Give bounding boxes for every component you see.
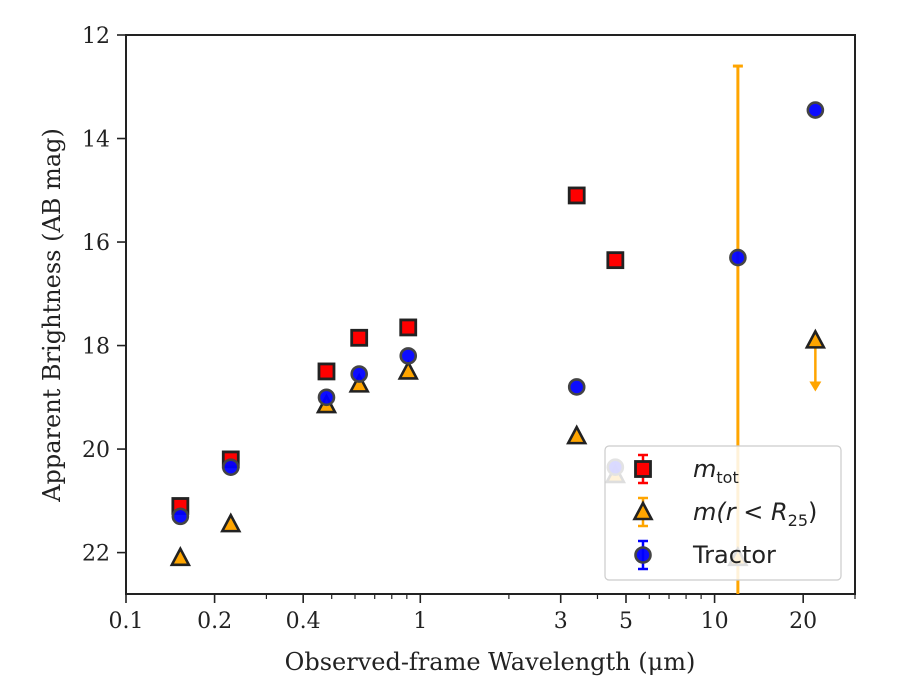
- legend-square-marker: [634, 460, 652, 478]
- legend-circle-marker: [634, 546, 652, 564]
- square-marker: [399, 318, 418, 337]
- x-tick-label: 10: [701, 609, 729, 634]
- y-tick-label: 20: [82, 438, 110, 463]
- circle-marker: [399, 347, 418, 365]
- y-tick-label: 18: [82, 335, 110, 360]
- y-axis: 12 14 16 18 20 22: [82, 24, 126, 567]
- legend-triangle-marker: [632, 500, 654, 521]
- circle-marker: [171, 507, 190, 526]
- square-marker: [350, 328, 369, 347]
- data-markers: [169, 64, 827, 594]
- x-axis: 0.1 0.2 0.4 1 3 5 10 20: [109, 594, 856, 634]
- circle-marker: [317, 388, 336, 407]
- x-tick-label: 0.2: [197, 609, 232, 634]
- legend: mtot m(r < R25) Tractor: [604, 445, 842, 581]
- square-marker: [567, 186, 586, 205]
- y-tick-label: 16: [82, 231, 110, 256]
- circle-marker: [567, 378, 586, 396]
- x-tick-label: 5: [619, 609, 633, 634]
- circle-marker: [729, 248, 747, 267]
- x-tick-label: 0.1: [109, 609, 144, 634]
- triangle-marker: [566, 424, 588, 445]
- legend-label: m(r < R25): [693, 498, 817, 530]
- x-tick-label: 20: [789, 609, 817, 634]
- circle-marker: [221, 458, 240, 476]
- triangle-marker: [169, 545, 192, 567]
- x-tick-label: 3: [554, 609, 568, 634]
- square-marker: [317, 362, 336, 381]
- y-tick-label: 14: [82, 128, 110, 153]
- x-tick-label: 0.4: [286, 609, 321, 634]
- upper-limit-arrow: [809, 381, 822, 392]
- triangle-marker: [348, 372, 370, 393]
- square-marker: [606, 251, 625, 270]
- triangle-marker: [804, 328, 827, 349]
- legend-label: mtot: [693, 455, 739, 487]
- triangle-marker: [397, 359, 419, 380]
- y-tick-label: 22: [82, 542, 110, 567]
- y-tick-label: 12: [82, 24, 110, 49]
- x-axis-label: Observed-frame Wavelength (μm): [285, 648, 696, 676]
- x-tick-label: 1: [413, 609, 427, 634]
- circle-marker: [350, 365, 368, 383]
- legend-label: Tractor: [692, 541, 776, 569]
- y-axis-label: Apparent Brightness (AB mag): [38, 128, 66, 503]
- triangle-marker: [220, 512, 242, 533]
- legend-box: [604, 445, 842, 581]
- plot-frame: [125, 34, 856, 595]
- circle-marker: [806, 101, 825, 119]
- plot-area: [125, 34, 856, 595]
